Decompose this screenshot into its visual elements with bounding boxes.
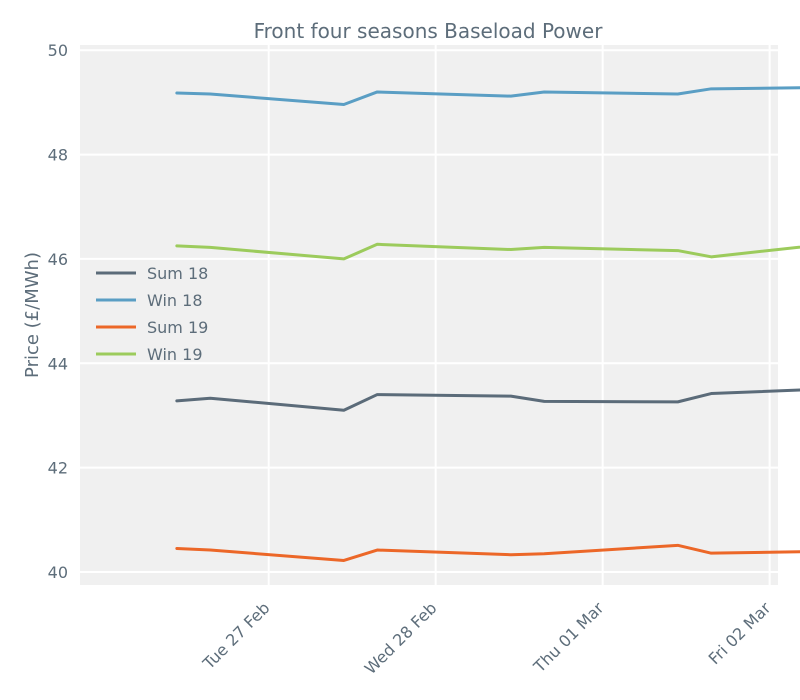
y-tick-label: 44 (48, 354, 68, 373)
x-tick-label: Wed 28 Feb (361, 598, 441, 678)
series-line-sum-18 (175, 388, 800, 412)
legend-label-win-18: Win 18 (147, 291, 203, 310)
legend-label-sum-19: Sum 19 (147, 318, 208, 337)
y-tick-label: 48 (48, 146, 68, 165)
x-tick-label: Thu 01 Mar (529, 598, 608, 677)
y-tick-label: 50 (48, 41, 68, 60)
y-tick-label: 40 (48, 563, 68, 582)
legend-label-sum-18: Sum 18 (147, 264, 208, 283)
legend-label-win-19: Win 19 (147, 345, 203, 364)
y-axis-label: Price (£/MWh) (22, 252, 43, 378)
x-tick-label: Tue 27 Feb (198, 598, 273, 673)
series-line-win-18 (175, 86, 800, 106)
y-tick-label: 46 (48, 250, 68, 269)
x-tick-label: Fri 02 Mar (705, 598, 775, 668)
y-tick-label: 42 (48, 459, 68, 478)
series-line-win-19 (175, 242, 800, 261)
chart-title: Front four seasons Baseload Power (254, 19, 604, 43)
legend: Sum 18 Win 18 Sum 19 Win 19 (96, 264, 208, 364)
plot-background (80, 45, 778, 585)
series-line-sum-19 (175, 543, 800, 562)
